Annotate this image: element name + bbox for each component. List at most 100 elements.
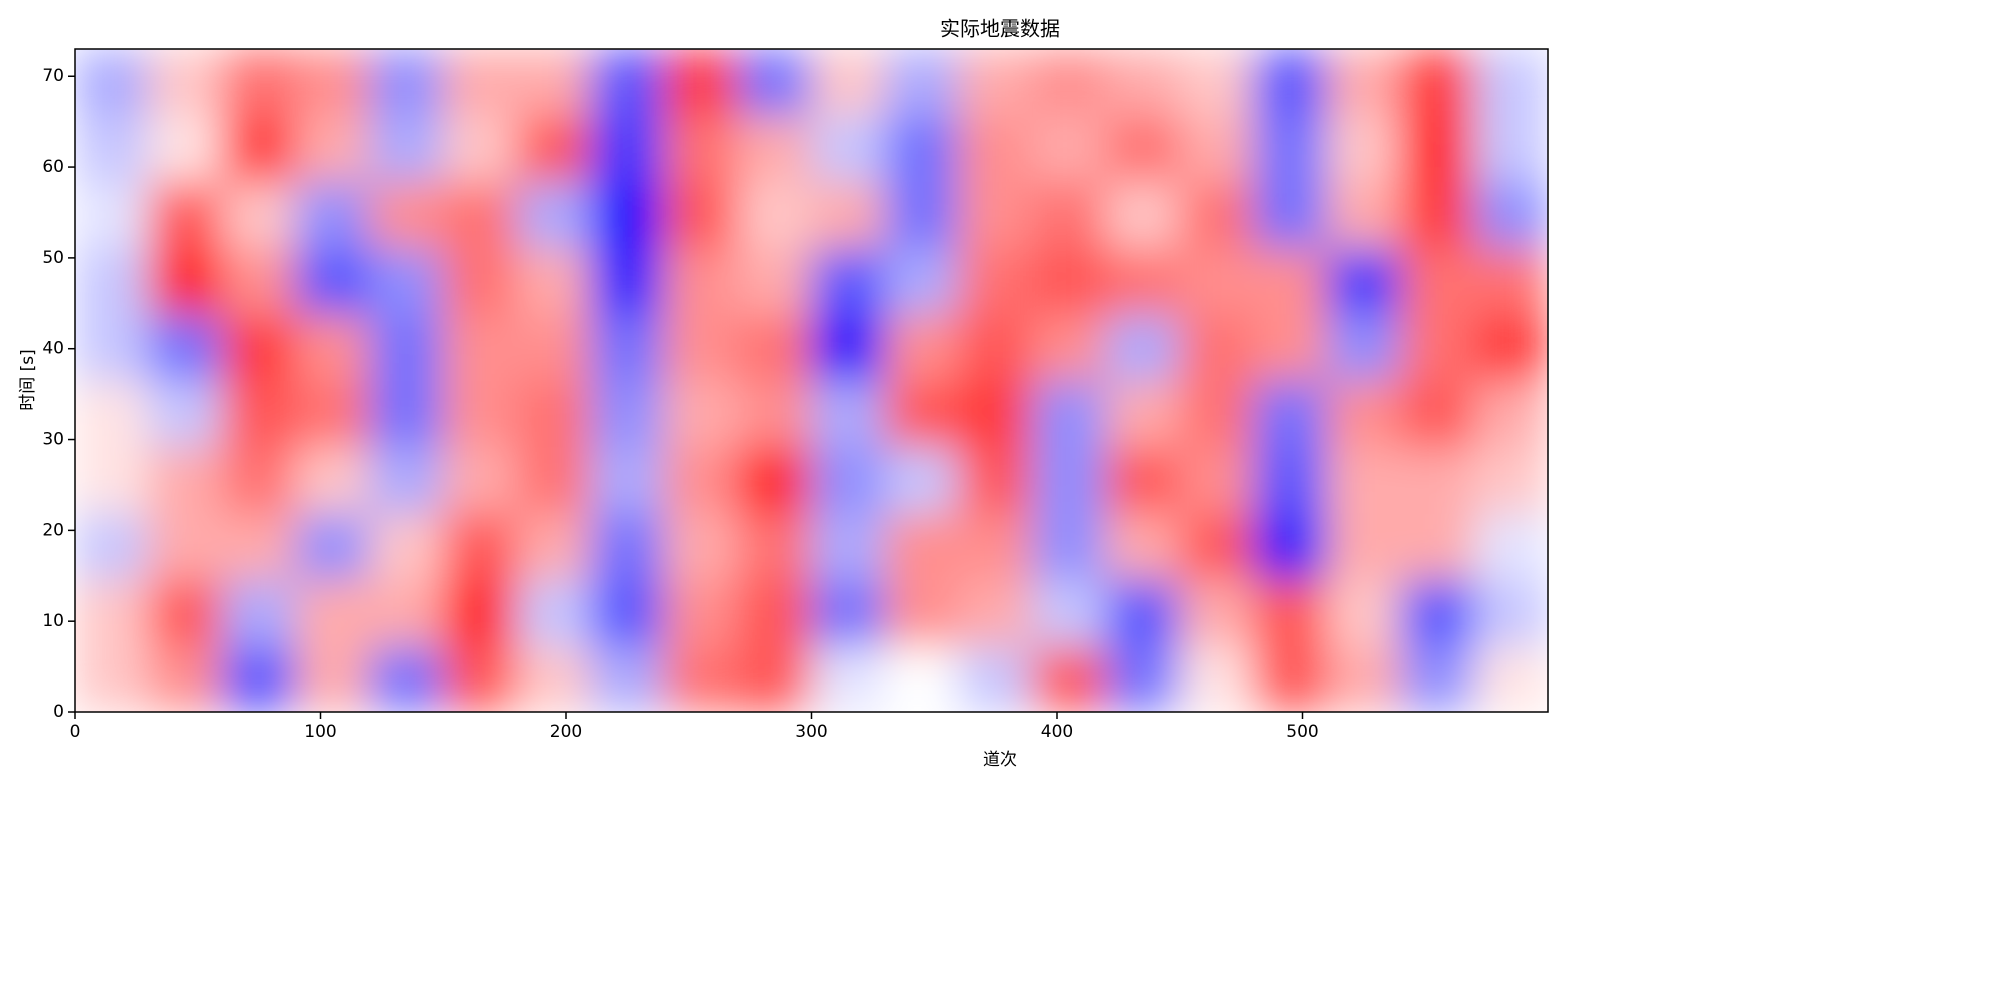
heatmap-cell [737,578,812,647]
heatmap-cell [369,49,444,116]
chart-title: 实际地震数据 [940,17,1060,41]
heatmap-cell [75,645,150,712]
heatmap-cell [1400,114,1475,183]
heatmap-cell [1473,181,1548,249]
heatmap-cell [75,380,150,448]
heatmap-cell [1252,645,1328,712]
heatmap-cell [1400,578,1475,647]
heatmap-cell [737,512,812,580]
heatmap-cell [1031,313,1107,381]
heatmap-cell [295,313,371,381]
heatmap-cell [1326,114,1402,183]
x-tick-label: 100 [304,722,336,742]
heatmap-cell [516,114,592,183]
heatmap-cell [1179,645,1254,712]
y-tick-label: 60 [42,157,64,177]
heatmap-cell [442,512,518,580]
heatmap-cell [884,181,960,249]
heatmap-cell [369,578,444,647]
y-tick-label: 40 [42,339,64,359]
heatmap-cell [811,446,886,514]
heatmap-cell [1400,313,1475,381]
heatmap-cell [295,578,371,647]
heatmap-cell [1179,380,1254,448]
axes: 0 100 200 300 400 500 0 10 20 30 40 50 60 70 [42,66,1318,742]
heatmap-cell [148,512,223,580]
heatmap-cell [811,313,886,381]
heatmap-cell [811,578,886,647]
heatmap-cell [369,645,444,712]
heatmap-cell [1105,247,1181,315]
heatmap-cell [1252,114,1328,183]
heatmap-cells [75,49,1548,712]
heatmap-cell [590,578,665,647]
heatmap-cell [295,446,371,514]
heatmap-cell [1179,49,1254,116]
heatmap-cell [663,49,739,116]
heatmap-cell [884,446,960,514]
heatmap-cell [1400,247,1475,315]
heatmap-cell [1400,181,1475,249]
heatmap-cell [295,247,371,315]
heatmap-cell [1252,313,1328,381]
heatmap-cell [884,380,960,448]
heatmap-cell [295,380,371,448]
heatmap-cell [442,114,518,183]
heatmap-cell [663,578,739,647]
heatmap-cell [1031,380,1107,448]
x-tick-label: 200 [550,722,582,742]
heatmap-cell [369,512,444,580]
heatmap-cell [148,313,223,381]
heatmap-cell [516,446,592,514]
heatmap-cell [221,380,297,448]
heatmap-cell [516,247,592,315]
heatmap-cell [1400,49,1475,116]
heatmap-cell [1326,247,1402,315]
heatmap-cell [811,49,886,116]
heatmap-cell [1179,578,1254,647]
heatmap-cell [442,578,518,647]
heatmap-cell [811,380,886,448]
heatmap-cell [1105,49,1181,116]
x-tick-label: 500 [1286,722,1318,742]
heatmap-cell [75,512,150,580]
heatmap-cell [958,181,1033,249]
heatmap-cell [75,578,150,647]
heatmap-cell [221,114,297,183]
heatmap-cell [1252,578,1328,647]
heatmap-cell [148,380,223,448]
heatmap-cell [1326,645,1402,712]
heatmap-cell [75,181,150,249]
heatmap-cell [221,446,297,514]
heatmap-cell [369,114,444,183]
heatmap-cell [1326,313,1402,381]
heatmap-cell [884,49,960,116]
heatmap-cell [590,512,665,580]
heatmap-cell [1400,446,1475,514]
heatmap-cell [737,114,812,183]
heatmap-cell [1473,578,1548,647]
heatmap-cell [442,247,518,315]
heatmap-cell [1473,380,1548,448]
heatmap-cell [884,645,960,712]
heatmap-cell [442,645,518,712]
heatmap-cell [442,446,518,514]
heatmap-cell [75,49,150,116]
heatmap-cell [221,645,297,712]
heatmap-cell [148,181,223,249]
heatmap-cell [811,114,886,183]
heatmap-cell [590,645,665,712]
heatmap-cell [884,512,960,580]
heatmap-cell [737,181,812,249]
heatmap-area [75,49,1548,712]
heatmap-cell [663,380,739,448]
heatmap-cell [1179,446,1254,514]
heatmap-cell [1252,380,1328,448]
heatmap-cell [516,645,592,712]
heatmap-cell [1105,512,1181,580]
heatmap-cell [590,380,665,448]
heatmap-cell [1031,49,1107,116]
y-tick-label: 30 [42,430,64,450]
heatmap-cell [369,380,444,448]
